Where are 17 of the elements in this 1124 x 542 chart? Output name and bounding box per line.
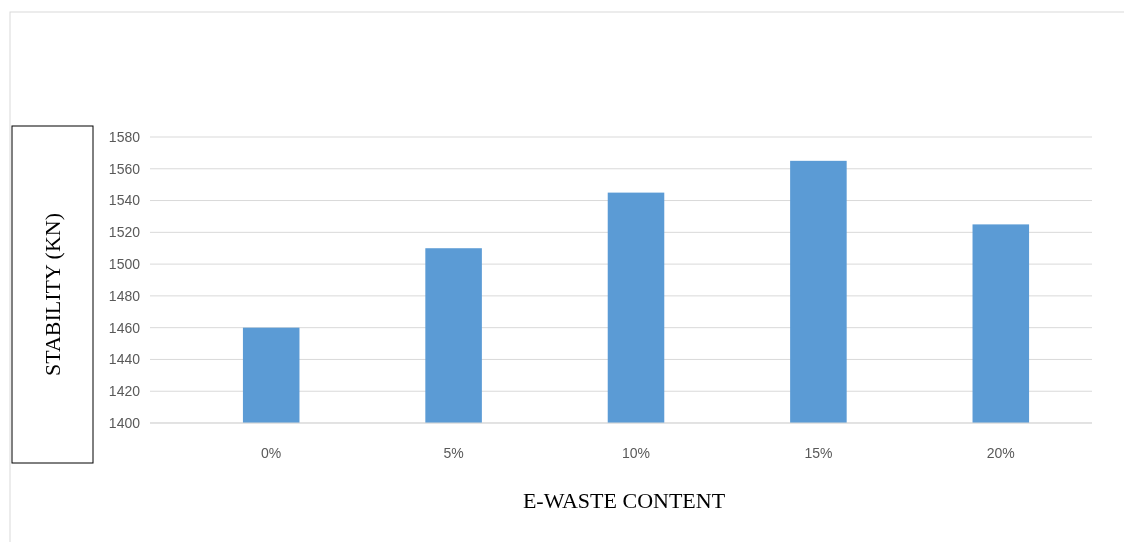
y-tick-label: 1540 xyxy=(108,192,141,209)
y-tick-label: 1500 xyxy=(108,256,141,273)
y-tick-label: 1480 xyxy=(108,287,141,304)
x-tick-label: 5% xyxy=(443,445,464,461)
y-tick-label: 1440 xyxy=(108,351,141,368)
x-tick-label: 20% xyxy=(986,445,1015,461)
y-tick-label: 1580 xyxy=(108,128,141,145)
y-tick-label: 1560 xyxy=(108,160,141,177)
y-tick-label: 1420 xyxy=(108,383,141,400)
y-tick-label: 1520 xyxy=(108,224,141,241)
x-tick-label: 15% xyxy=(804,445,833,461)
y-tick-label: 1400 xyxy=(108,414,141,431)
y-tick-label: 1460 xyxy=(108,319,141,336)
x-tick-label: 10% xyxy=(621,445,651,461)
x-axis-title: E-WASTE CONTENT xyxy=(522,488,726,513)
y-axis-title: STABILITY (KN) xyxy=(40,212,65,377)
x-tick-label: 0% xyxy=(261,445,282,461)
